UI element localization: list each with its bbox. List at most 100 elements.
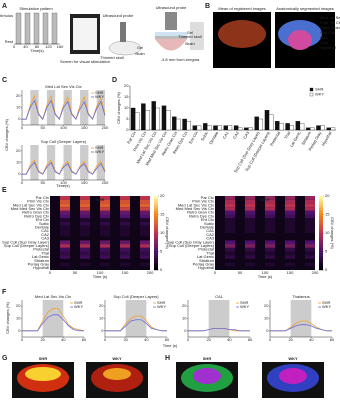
heat-cell — [120, 236, 130, 241]
bar — [316, 125, 321, 131]
heat-cell — [100, 229, 110, 233]
colorbar-tick-label: 10 — [325, 230, 330, 235]
heat-cell — [245, 247, 255, 252]
row-label: CA2 — [206, 232, 215, 237]
colorbar — [319, 223, 323, 226]
colorbar — [319, 230, 323, 234]
y-tick-label: 0 — [18, 171, 21, 176]
heat-cell — [245, 229, 255, 233]
heat-cell — [265, 258, 275, 263]
x-tick-label: 60 — [248, 337, 253, 342]
row-label: CA2 — [41, 232, 50, 237]
stim-block — [24, 12, 31, 45]
heat-cell — [245, 199, 255, 204]
stim-block — [63, 90, 72, 125]
stim-block — [30, 90, 39, 125]
heat-cell — [285, 233, 295, 237]
row-label: CA1 — [41, 228, 50, 233]
stim-block — [63, 145, 72, 180]
heat-cell — [245, 218, 255, 222]
y-tick-label: 20 — [124, 83, 129, 88]
heat-cell — [60, 203, 70, 208]
heat-cell — [265, 199, 275, 204]
heat-cell — [225, 210, 235, 215]
heat-cell — [120, 266, 130, 270]
heat-cell — [245, 225, 255, 230]
x-tick-label: 0 — [21, 180, 24, 185]
title: Anatomically segmented images — [276, 6, 334, 11]
heat-cell — [285, 266, 295, 270]
y-label: Stimulus — [0, 13, 13, 18]
bar — [134, 112, 140, 131]
image-title: WKY — [288, 356, 298, 361]
x-tick-label: Ent Ctx — [188, 131, 199, 145]
bar — [130, 107, 136, 131]
stim-block — [208, 300, 230, 337]
row-label: Ent Ctx — [201, 217, 214, 222]
region-label: Thal — [320, 40, 328, 45]
heat-cell — [225, 196, 235, 200]
heat-cell — [225, 266, 235, 270]
x-tick-label: 160 — [57, 44, 64, 49]
heat-cell — [100, 207, 110, 211]
bar — [207, 125, 212, 131]
heat-cell — [60, 236, 70, 241]
y-tick-label: 20 — [264, 303, 269, 308]
row-label: Subic — [39, 221, 49, 226]
heat-cell — [140, 196, 150, 200]
heat-cell — [225, 255, 235, 259]
heat-cell — [120, 240, 130, 245]
panel-letter: E — [2, 187, 7, 194]
heat-cell — [245, 203, 255, 208]
heat-cell — [140, 199, 150, 204]
colorbar — [319, 200, 323, 204]
heat-cell — [80, 229, 90, 233]
bar — [141, 103, 146, 131]
heat-cell — [225, 225, 235, 230]
colorbar-tick-label: 20 — [325, 193, 330, 198]
image-title: SHR — [203, 356, 212, 361]
colorbar-label: CBV changes (%) — [165, 217, 170, 249]
colorbar — [154, 262, 158, 266]
y-label: CBV changes (%) — [4, 118, 9, 150]
colorbar — [319, 237, 323, 241]
region-label: Hypothal — [320, 45, 336, 50]
stim-block — [80, 145, 89, 180]
heat-cell — [120, 255, 130, 259]
heat-cell — [80, 210, 90, 215]
heat-cell — [265, 229, 275, 233]
heat-cell — [80, 258, 90, 263]
colorbar — [319, 265, 323, 268]
heat-cell — [100, 199, 110, 204]
heat-cell — [80, 244, 90, 248]
y-tick-label: 20 — [16, 148, 21, 153]
colorbar — [319, 215, 323, 219]
heat-cell — [305, 236, 315, 241]
colorbar — [319, 240, 323, 244]
heat-cell — [140, 229, 150, 233]
heat-cell — [305, 210, 315, 215]
image-title: SHR — [39, 356, 48, 361]
y-tick-label: 20 — [16, 93, 21, 98]
row-label: CA3 — [41, 236, 50, 241]
legend-swatch — [309, 92, 314, 97]
y-tick-label: 10 — [99, 316, 104, 321]
colorbar — [154, 242, 158, 246]
row-label: Retro Dys Ctx — [24, 213, 49, 218]
x-tick-label: 0 — [187, 337, 190, 342]
bar — [223, 125, 228, 131]
colorbar — [154, 225, 158, 229]
legend-label: SHR — [157, 300, 166, 305]
heat-cell — [305, 207, 315, 211]
colorbar — [154, 228, 158, 231]
heat-cell — [80, 233, 90, 237]
annotation: Gel — [187, 30, 193, 35]
colorbar — [154, 196, 158, 199]
heat-cell — [60, 207, 70, 211]
heat-cell — [265, 221, 275, 226]
y-tick-label: 0 — [126, 127, 129, 132]
legend-label: SHR — [74, 300, 83, 305]
panel-letter: B — [205, 3, 210, 10]
region-label: Sup Coll — [320, 30, 335, 35]
panel-letter: D — [112, 77, 117, 84]
